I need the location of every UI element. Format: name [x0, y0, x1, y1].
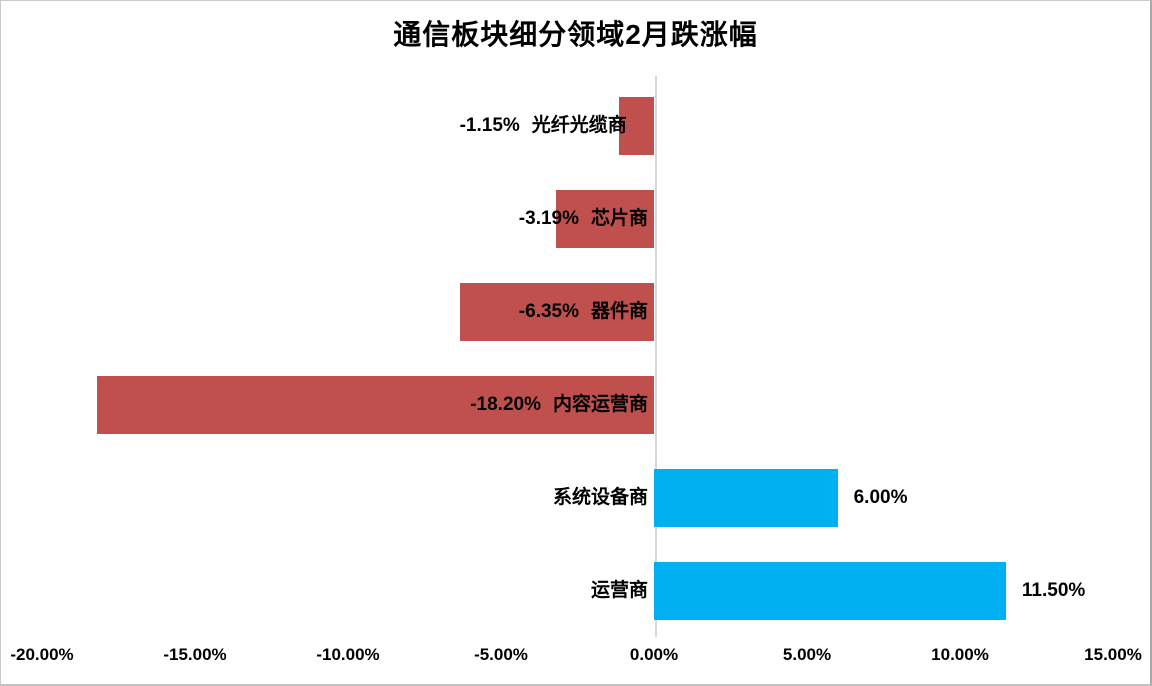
x-tick-label: 5.00%: [782, 645, 832, 664]
category-label: 系统设备商: [552, 486, 648, 508]
value-label: -3.19%: [518, 207, 579, 229]
x-tick-label: 10.00%: [931, 645, 989, 664]
bar: [654, 468, 838, 527]
zero-axis-line: [655, 76, 657, 637]
x-tick-label: -20.00%: [10, 645, 74, 664]
bar: [618, 96, 654, 155]
x-tick-label: -10.00%: [316, 645, 380, 664]
bar: [654, 561, 1006, 620]
x-tick-label: 15.00%: [1084, 645, 1142, 664]
x-tick-label: 0.00%: [629, 645, 679, 664]
value-label: -1.15%: [459, 114, 520, 136]
value-label: -18.20%: [470, 393, 541, 415]
bar: [459, 282, 654, 341]
chart-title: 通信板块细分领域2月跌涨幅: [393, 19, 758, 50]
category-label: 芯片商: [590, 207, 648, 229]
bar: [556, 189, 654, 248]
category-label: 光纤光缆商: [531, 114, 627, 136]
value-label: 11.50%: [1021, 579, 1086, 601]
x-tick-label: -5.00%: [474, 645, 528, 664]
x-tick-label: -15.00%: [163, 645, 227, 664]
value-label: -6.35%: [518, 300, 579, 322]
value-label: 6.00%: [853, 486, 908, 508]
bar: [97, 375, 654, 434]
category-label: 器件商: [590, 300, 648, 322]
category-label: 运营商: [590, 579, 648, 601]
category-label: 内容运营商: [552, 393, 648, 415]
